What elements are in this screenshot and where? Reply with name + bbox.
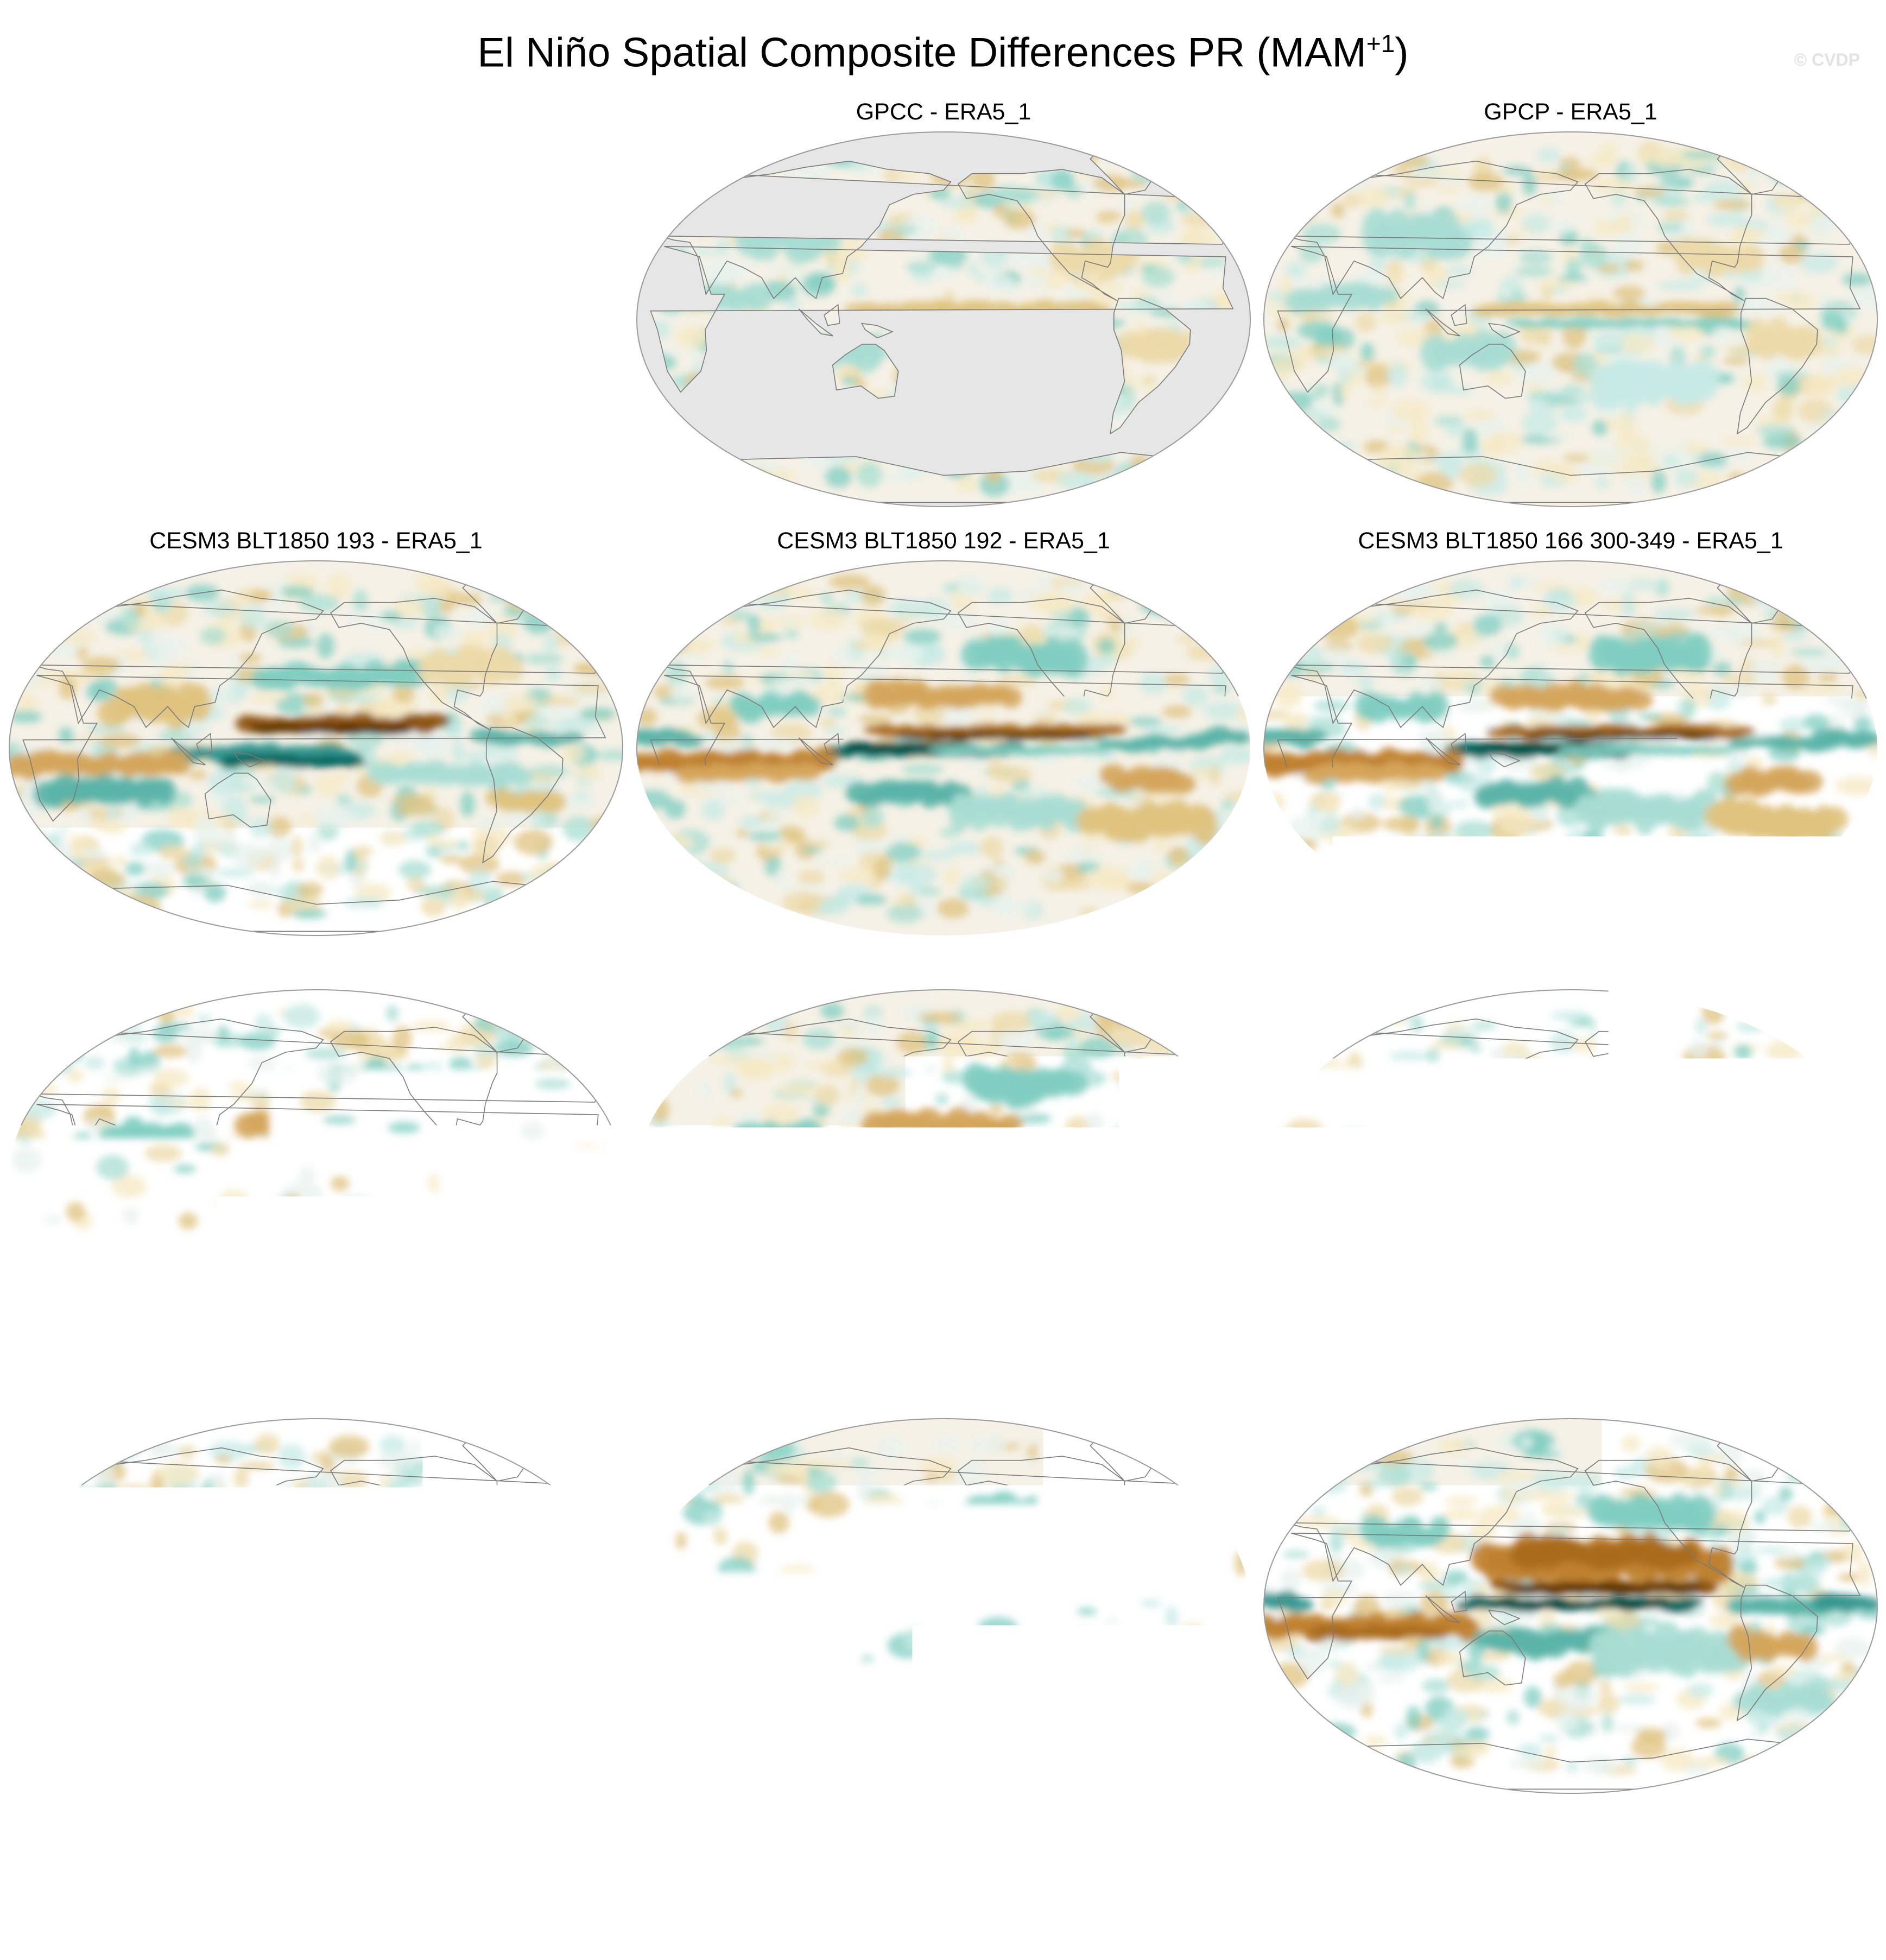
map-panel-cesm3-166-250-299: CESM3 BLT1850 166 250-299 - ERA5_1 xyxy=(7,956,625,1368)
colorbar-tick-label: -.25 xyxy=(783,1870,839,1908)
colorbar-swatch xyxy=(353,1833,419,1862)
colorbar-swatch xyxy=(1138,1833,1204,1862)
colorbar-units: mm/day xyxy=(287,1910,1598,1948)
panel-title: GPCC - ERA5_1 xyxy=(634,98,1253,126)
map-panel-cesm3-192: CESM3 BLT1850 192 - ERA5_1 xyxy=(634,527,1253,939)
colorbar-tick-label: 1 xyxy=(1261,1870,1279,1908)
colorbar-tick-label: 0 xyxy=(933,1870,951,1908)
colorbar-tick-label: -1 xyxy=(600,1870,629,1908)
colorbar-swatch xyxy=(877,1833,942,1862)
robinson-map xyxy=(7,987,625,1367)
colorbar-tick-label: -2 xyxy=(534,1870,563,1908)
map-panel-cesm2-c: CESM2 piControl C - ERA5_1 xyxy=(7,1384,625,1797)
colorbar-swatch xyxy=(1335,1833,1401,1862)
robinson-map xyxy=(634,129,1253,509)
map-panel-cesm3-166-200-249: CESM3 BLT1850 166 200-249 - ERA5_1 xyxy=(634,956,1253,1368)
colorbar-swatch xyxy=(549,1833,615,1862)
colorbar-swatches xyxy=(287,1832,1598,1863)
colorbar-swatch xyxy=(615,1833,681,1862)
colorbar-tick-label: -.75 xyxy=(652,1870,708,1908)
map-panel-gpcp: GPCP - ERA5_1 xyxy=(1261,98,1880,510)
robinson-map xyxy=(1261,129,1880,509)
colorbar-tick-label: .75 xyxy=(1182,1870,1227,1908)
robinson-map xyxy=(1261,558,1880,938)
panel-title: CESM3 BLT1850 192 - ERA5_1 xyxy=(634,527,1253,555)
map-panel-cesm3-166-300-349: CESM3 BLT1850 166 300-349 - ERA5_1 xyxy=(1261,527,1880,939)
map-panel-cesm3-193: CESM3 BLT1850 193 - ERA5_1 xyxy=(7,527,625,939)
panel-title: CESM3 BLT1850 166 250-299 - ERA5_1 xyxy=(7,956,625,984)
robinson-map xyxy=(7,1416,625,1796)
panel-title: GPCP - ERA5_1 xyxy=(1261,98,1880,126)
colorbar-tick-label: 4 xyxy=(1458,1870,1476,1908)
colorbar-swatch xyxy=(484,1833,550,1862)
watermark: © CVDP xyxy=(1794,50,1860,70)
colorbar-tick-label: -4 xyxy=(403,1870,432,1908)
panel-title: CESM3 BLT1850 166 300-349 - ERA5_1 xyxy=(1261,527,1880,555)
panel-title: CESM2 piControl B - ERA5_1 xyxy=(634,1384,1253,1413)
panel-title: CESM3 BLT1850 166 150-199 - ERA5_1 xyxy=(1261,956,1880,984)
robinson-map xyxy=(7,558,625,938)
colorbar-swatch xyxy=(1531,1833,1597,1862)
panel-title: CESM3 BLT1850 193 - ERA5_1 xyxy=(7,527,625,555)
colorbar-tick-label: -3 xyxy=(469,1870,498,1908)
map-panel-gpcc: GPCC - ERA5_1 xyxy=(634,98,1253,510)
robinson-map xyxy=(634,987,1253,1367)
robinson-map xyxy=(1261,1416,1880,1796)
colorbar-tick-label: 5 xyxy=(1523,1870,1541,1908)
colorbar-swatch xyxy=(811,1833,877,1862)
colorbar-tick-label: -5 xyxy=(338,1870,366,1908)
colorbar-swatch xyxy=(288,1833,353,1862)
colorbar-swatch xyxy=(1466,1833,1531,1862)
robinson-map xyxy=(1261,987,1880,1367)
figure-title: El Niño Spatial Composite Differences PR… xyxy=(0,16,1886,80)
colorbar-swatch xyxy=(942,1833,1008,1862)
colorbar-swatch xyxy=(1073,1833,1139,1862)
colorbar-tick-label: 2 xyxy=(1326,1870,1344,1908)
colorbar-tick-labels: -5 -4 -3 -2 -1 -.75 -.5 -.25 -.1 0 .1 .25 .5 .75 1 2 3 4 5 xyxy=(287,1870,1598,1908)
colorbar-tick-label: -.5 xyxy=(726,1870,764,1908)
panel-title: CESM2 piControl A - ERA5_1 xyxy=(1261,1384,1880,1413)
robinson-map xyxy=(634,1416,1253,1796)
figure-title-sup: +1 xyxy=(1366,29,1395,58)
figure-title-close: ) xyxy=(1395,29,1408,75)
panel-title: CESM2 piControl C - ERA5_1 xyxy=(7,1384,625,1413)
map-panel-cesm2-a: CESM2 piControl A - ERA5_1 xyxy=(1261,1384,1880,1797)
colorbar-tick-label: 3 xyxy=(1392,1870,1410,1908)
colorbar-swatch xyxy=(746,1833,812,1862)
figure-title-main: El Niño Spatial Composite Differences PR… xyxy=(477,29,1366,75)
colorbar-tick-label: .25 xyxy=(1050,1870,1096,1908)
map-panel-cesm2-b: CESM2 piControl B - ERA5_1 xyxy=(634,1384,1253,1797)
panel-title: CESM3 BLT1850 166 200-249 - ERA5_1 xyxy=(634,956,1253,984)
colorbar: -5 -4 -3 -2 -1 -.75 -.5 -.25 -.1 0 .1 .25 .5 .75 1 2 3 4 5… xyxy=(287,1832,1598,1952)
colorbar-tick-label: .5 xyxy=(1125,1870,1153,1908)
colorbar-swatch xyxy=(1400,1833,1466,1862)
colorbar-swatch xyxy=(680,1833,746,1862)
colorbar-swatch xyxy=(419,1833,484,1862)
colorbar-swatch xyxy=(1269,1833,1335,1862)
robinson-map xyxy=(634,558,1253,938)
colorbar-tick-label: -.1 xyxy=(858,1870,896,1908)
colorbar-tick-label: .1 xyxy=(994,1870,1021,1908)
colorbar-swatch xyxy=(1008,1833,1073,1862)
map-panel-cesm3-166-150-199: CESM3 BLT1850 166 150-199 - ERA5_1 xyxy=(1261,956,1880,1368)
colorbar-swatch xyxy=(1204,1833,1270,1862)
